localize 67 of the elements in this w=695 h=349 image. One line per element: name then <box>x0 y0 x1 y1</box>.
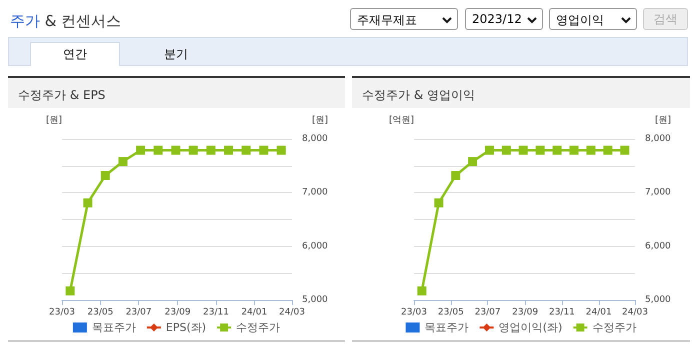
x-tick-label: 23/07 <box>474 308 501 318</box>
y2-tick-label: 8,000 <box>645 134 672 144</box>
point <box>224 146 234 155</box>
point <box>242 146 251 155</box>
chart-title: 수정주가 & EPS <box>18 87 106 104</box>
x-tick-label: 23/03 <box>401 308 427 318</box>
y2-tick-label: 6,000 <box>302 241 328 252</box>
x-tick-label: 23/11 <box>548 308 575 318</box>
point <box>171 146 180 155</box>
text: 2023/12 <box>472 12 522 26</box>
text: 검색 <box>643 8 688 30</box>
point <box>100 170 110 180</box>
y2-axis-title: [원] <box>312 116 328 126</box>
point <box>66 286 75 296</box>
point <box>570 146 579 155</box>
legend-label: 목표주가 <box>424 321 469 334</box>
point <box>118 157 128 166</box>
legend-label: 수정주가 <box>236 321 280 334</box>
x-tick-label: 23/05 <box>87 308 114 318</box>
point <box>502 146 511 155</box>
point <box>259 146 268 155</box>
y2-tick-label: 6,000 <box>645 241 672 252</box>
text: 영업이익 <box>556 12 604 29</box>
point <box>484 146 494 155</box>
point <box>518 146 528 155</box>
point <box>451 170 460 180</box>
point <box>276 146 286 155</box>
y-axis-title: [원] <box>46 116 62 126</box>
x-tick-label: 24/01 <box>586 308 612 318</box>
legend-label: 영업이익(좌) <box>498 321 562 334</box>
x-tick-label: 24/03 <box>279 308 305 318</box>
y2-axis-title: [원] <box>655 116 672 126</box>
legend-label: 수정주가 <box>592 321 636 334</box>
point <box>552 146 562 155</box>
x-tick-label: 23/09 <box>164 308 191 318</box>
y2-tick-label: 7,000 <box>302 188 328 198</box>
point <box>206 146 216 155</box>
point <box>188 146 198 155</box>
legend-label: 목표주가 <box>92 321 136 334</box>
y2-tick-label: 5,000 <box>645 295 672 305</box>
point <box>620 146 630 155</box>
point <box>536 146 545 155</box>
point <box>417 286 426 296</box>
x-tick-label: 24/01 <box>241 308 268 318</box>
point <box>586 146 596 155</box>
legend-label: EPS(좌) <box>166 321 206 334</box>
text: 주가 & 컨센서스 <box>10 12 122 31</box>
y2-tick-label: 5,000 <box>302 295 328 305</box>
x-tick-label: 23/11 <box>202 308 229 318</box>
y-axis-title: [억원] <box>388 116 414 126</box>
x-tick-label: 23/03 <box>49 308 75 318</box>
x-tick-label: 23/07 <box>126 308 152 318</box>
text: 연간 <box>30 42 120 66</box>
x-tick-label: 23/09 <box>512 308 538 318</box>
text: 분기 <box>164 46 188 63</box>
point <box>154 146 163 155</box>
x-tick-label: 24/03 <box>622 308 648 318</box>
point <box>83 198 92 208</box>
chart-title: 수정주가 & 영업이익 <box>362 87 475 104</box>
point <box>434 198 444 208</box>
x-tick-label: 23/05 <box>438 308 464 318</box>
point <box>136 146 146 155</box>
point <box>468 157 478 166</box>
y2-tick-label: 8,000 <box>302 134 328 144</box>
point <box>603 146 612 155</box>
text: 주재무제표 <box>357 12 417 29</box>
y2-tick-label: 7,000 <box>645 188 672 198</box>
